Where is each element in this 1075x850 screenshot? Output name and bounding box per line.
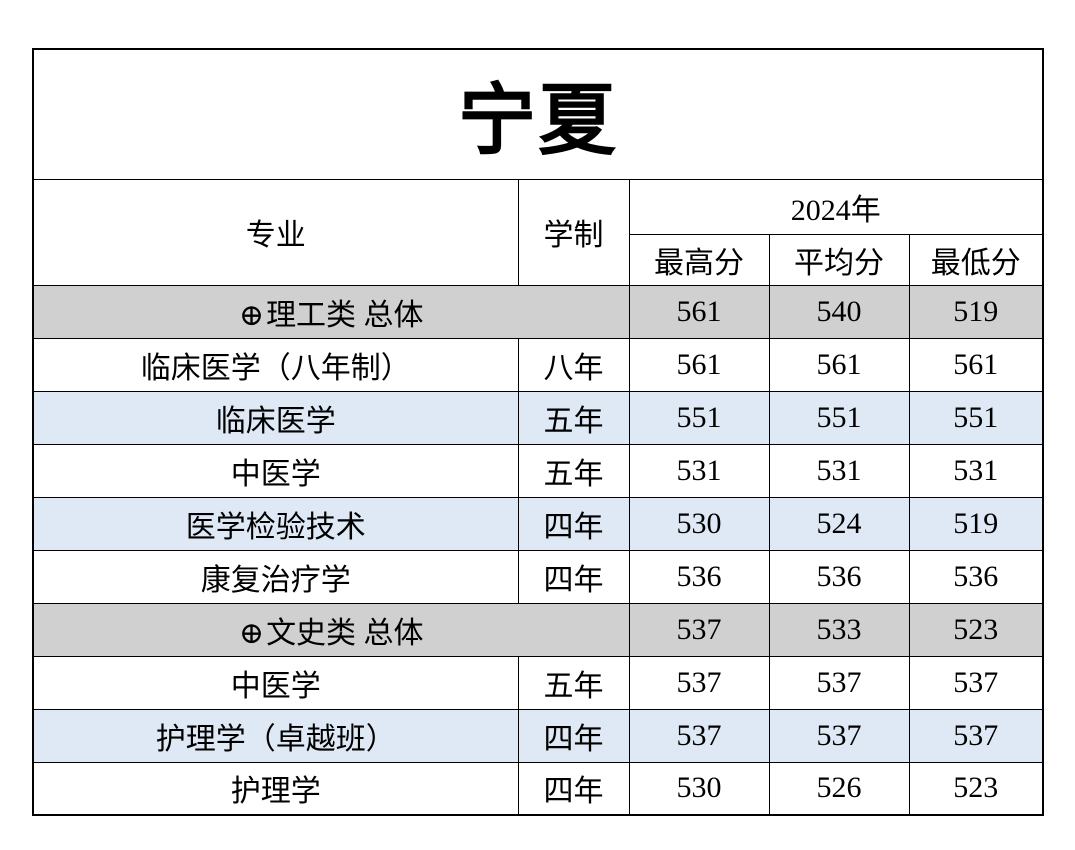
- score-cell: 530: [628, 496, 770, 551]
- major-cell: 临床医学: [32, 390, 519, 445]
- category-row: ⊕文史类 总体 537 533 523: [32, 602, 1044, 657]
- score-cell: 537: [628, 708, 770, 763]
- category-label: 理工类 总体: [266, 298, 424, 332]
- table-row: 康复治疗学 四年 536 536 536: [32, 549, 1044, 604]
- header-row-bottom: 最高分 平均分 最低分: [33, 233, 1044, 286]
- score-cell: 531: [908, 443, 1044, 498]
- duration-cell: 八年: [517, 337, 630, 392]
- score-cell: 551: [908, 390, 1044, 445]
- score-cell: 526: [768, 761, 910, 816]
- score-cell: 523: [908, 761, 1044, 816]
- table-row: 临床医学（八年制） 八年 561 561 561: [32, 337, 1044, 392]
- header-avg-score: 平均分: [768, 233, 910, 286]
- expand-group-icon[interactable]: ⊕: [238, 298, 265, 332]
- score-cell: 524: [768, 496, 910, 551]
- duration-cell: 四年: [517, 708, 630, 763]
- duration-cell: 五年: [517, 443, 630, 498]
- score-cell: 531: [768, 443, 910, 498]
- score-cell: 561: [628, 337, 770, 392]
- score-cell: 531: [628, 443, 770, 498]
- score-cell: 519: [908, 284, 1044, 339]
- score-cell: 519: [908, 496, 1044, 551]
- duration-cell: 四年: [517, 496, 630, 551]
- score-cell: 561: [908, 337, 1044, 392]
- table-row: 中医学 五年 537 537 537: [32, 655, 1044, 710]
- duration-cell: 四年: [517, 761, 630, 816]
- header-max-score: 最高分: [628, 233, 770, 286]
- score-cell: 536: [628, 549, 770, 604]
- header-row-top: 专业 学制 2024年: [32, 178, 1044, 286]
- admission-score-table: 宁夏 专业 学制 2024年 最高分 平均分 最低分 ⊕理工类 总体 561 540…: [32, 48, 1045, 816]
- major-cell: 护理学: [32, 761, 519, 816]
- major-cell: 康复治疗学: [32, 549, 519, 604]
- title-row: 宁夏: [32, 48, 1044, 180]
- score-cell: 537: [908, 708, 1044, 763]
- score-cell: 537: [908, 655, 1044, 710]
- score-cell: 537: [628, 655, 770, 710]
- score-cell: 537: [768, 655, 910, 710]
- table-row: 护理学 四年 530 526 523: [32, 761, 1044, 816]
- category-label: 文史类 总体: [266, 616, 424, 650]
- score-cell: 561: [768, 337, 910, 392]
- header-year-group: 2024年: [628, 178, 1044, 235]
- score-cell: 551: [628, 390, 770, 445]
- duration-cell: 五年: [517, 655, 630, 710]
- page-title: 宁夏: [32, 48, 1044, 180]
- score-cell: 536: [768, 549, 910, 604]
- category-label-cell[interactable]: ⊕理工类 总体: [32, 284, 630, 339]
- score-cell: 540: [768, 284, 910, 339]
- score-cell: 536: [908, 549, 1044, 604]
- major-cell: 临床医学（八年制）: [32, 337, 519, 392]
- score-cell: 561: [628, 284, 770, 339]
- score-cell: 533: [768, 602, 910, 657]
- table-row: 临床医学 五年 551 551 551: [32, 390, 1044, 445]
- table-body: ⊕理工类 总体 561 540 519 临床医学（八年制） 八年 561 561 561 临床医学…: [32, 284, 1044, 816]
- score-cell: 530: [628, 761, 770, 816]
- table-row: 中医学 五年 531 531 531: [32, 443, 1044, 498]
- duration-cell: 四年: [517, 549, 630, 604]
- header-min-score: 最低分: [908, 233, 1044, 286]
- category-label-cell[interactable]: ⊕文史类 总体: [32, 602, 630, 657]
- score-cell: 537: [768, 708, 910, 763]
- header-duration: 学制: [517, 178, 630, 286]
- duration-cell: 五年: [517, 390, 630, 445]
- expand-group-icon[interactable]: ⊕: [238, 616, 265, 650]
- major-cell: 护理学（卓越班）: [32, 708, 519, 763]
- major-cell: 中医学: [32, 655, 519, 710]
- score-cell: 523: [908, 602, 1044, 657]
- major-cell: 医学检验技术: [32, 496, 519, 551]
- table-row: 护理学（卓越班） 四年 537 537 537: [32, 708, 1044, 763]
- header-major: 专业: [32, 178, 519, 286]
- score-cell: 537: [628, 602, 770, 657]
- score-cell: 551: [768, 390, 910, 445]
- major-cell: 中医学: [32, 443, 519, 498]
- table-row: 医学检验技术 四年 530 524 519: [32, 496, 1044, 551]
- category-row: ⊕理工类 总体 561 540 519: [32, 284, 1044, 339]
